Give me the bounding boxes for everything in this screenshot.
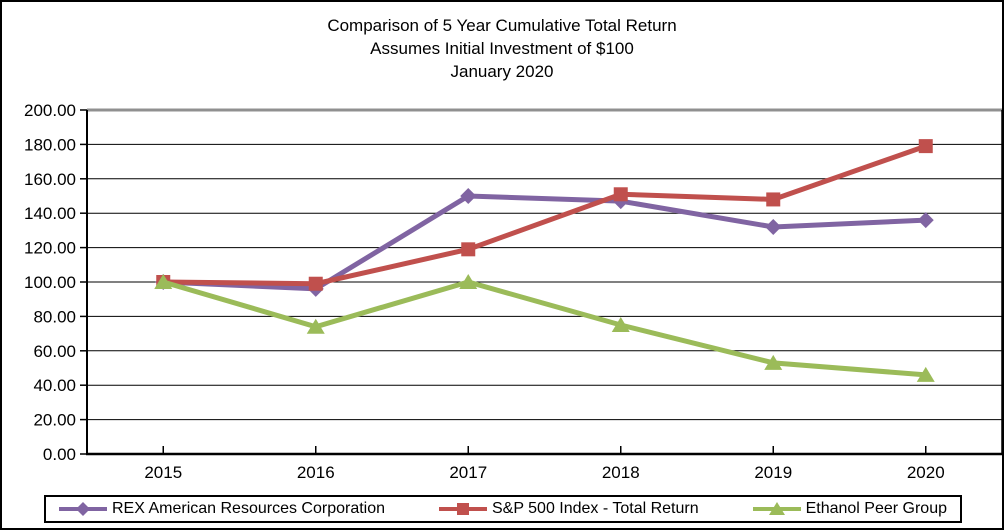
x-axis-label: 2019 — [754, 463, 792, 482]
legend-entry-sp500: S&P 500 Index - Total Return — [438, 500, 699, 518]
square-marker-icon — [438, 503, 487, 515]
legend-entry-rex: REX American Resources Corporation — [59, 500, 385, 518]
y-axis-label: 80.00 — [33, 307, 76, 326]
x-axis-label: 2016 — [297, 463, 335, 482]
data-point-marker — [613, 187, 628, 202]
data-point-marker — [459, 274, 478, 289]
data-point-marker — [461, 242, 476, 257]
x-axis-label: 2018 — [602, 463, 640, 482]
chart-subtitle: Assumes Initial Investment of $100 — [370, 39, 634, 58]
legend-label: Ethanol Peer Group — [805, 500, 947, 517]
diamond-marker-icon — [59, 502, 107, 516]
y-axis-label: 140.00 — [24, 204, 76, 223]
y-axis-label: 60.00 — [33, 342, 76, 361]
x-axis-label: 2015 — [144, 463, 182, 482]
triangle-marker-icon — [752, 502, 801, 515]
legend-label: REX American Resources Corporation — [112, 500, 386, 517]
diamond-glyph — [76, 502, 90, 516]
y-axis-label: 20.00 — [33, 411, 76, 430]
series-line — [162, 279, 926, 378]
y-axis-label: 180.00 — [24, 135, 76, 154]
legend-entry-ethanol: Ethanol Peer Group — [752, 500, 947, 518]
data-point-marker — [917, 212, 934, 229]
x-axis-label: 2017 — [449, 463, 487, 482]
chart-subtitle-date: January 2020 — [450, 62, 554, 81]
data-point-marker — [308, 276, 323, 291]
data-point-marker — [765, 218, 782, 235]
data-point-marker — [154, 274, 173, 289]
y-axis-label: 120.00 — [24, 239, 76, 258]
y-axis-label: 0.00 — [43, 445, 76, 464]
y-axis-label: 40.00 — [33, 376, 76, 395]
y-axis-label: 160.00 — [24, 170, 76, 189]
x-axis-label: 2020 — [907, 463, 945, 482]
data-point-marker — [916, 366, 935, 382]
data-point-marker — [766, 192, 781, 207]
triangle-glyph — [768, 502, 785, 515]
square-glyph — [456, 503, 469, 515]
chart-title: Comparison of 5 Year Cumulative Total Re… — [327, 16, 677, 35]
data-point-marker — [306, 318, 325, 334]
data-point-marker — [460, 188, 477, 204]
chart-title-block: Comparison of 5 Year Cumulative Total Re… — [2, 14, 1002, 83]
series-line — [163, 193, 926, 292]
legend-label: S&P 500 Index - Total Return — [491, 500, 699, 517]
data-point-marker — [918, 139, 933, 154]
legend: REX American Resources Corporation S&P 5… — [44, 495, 962, 523]
data-point-marker — [764, 354, 783, 370]
y-axis-label: 100.00 — [24, 273, 76, 292]
series-line — [163, 143, 927, 287]
data-point-marker — [611, 317, 630, 332]
y-axis-label: 200.00 — [24, 101, 76, 120]
